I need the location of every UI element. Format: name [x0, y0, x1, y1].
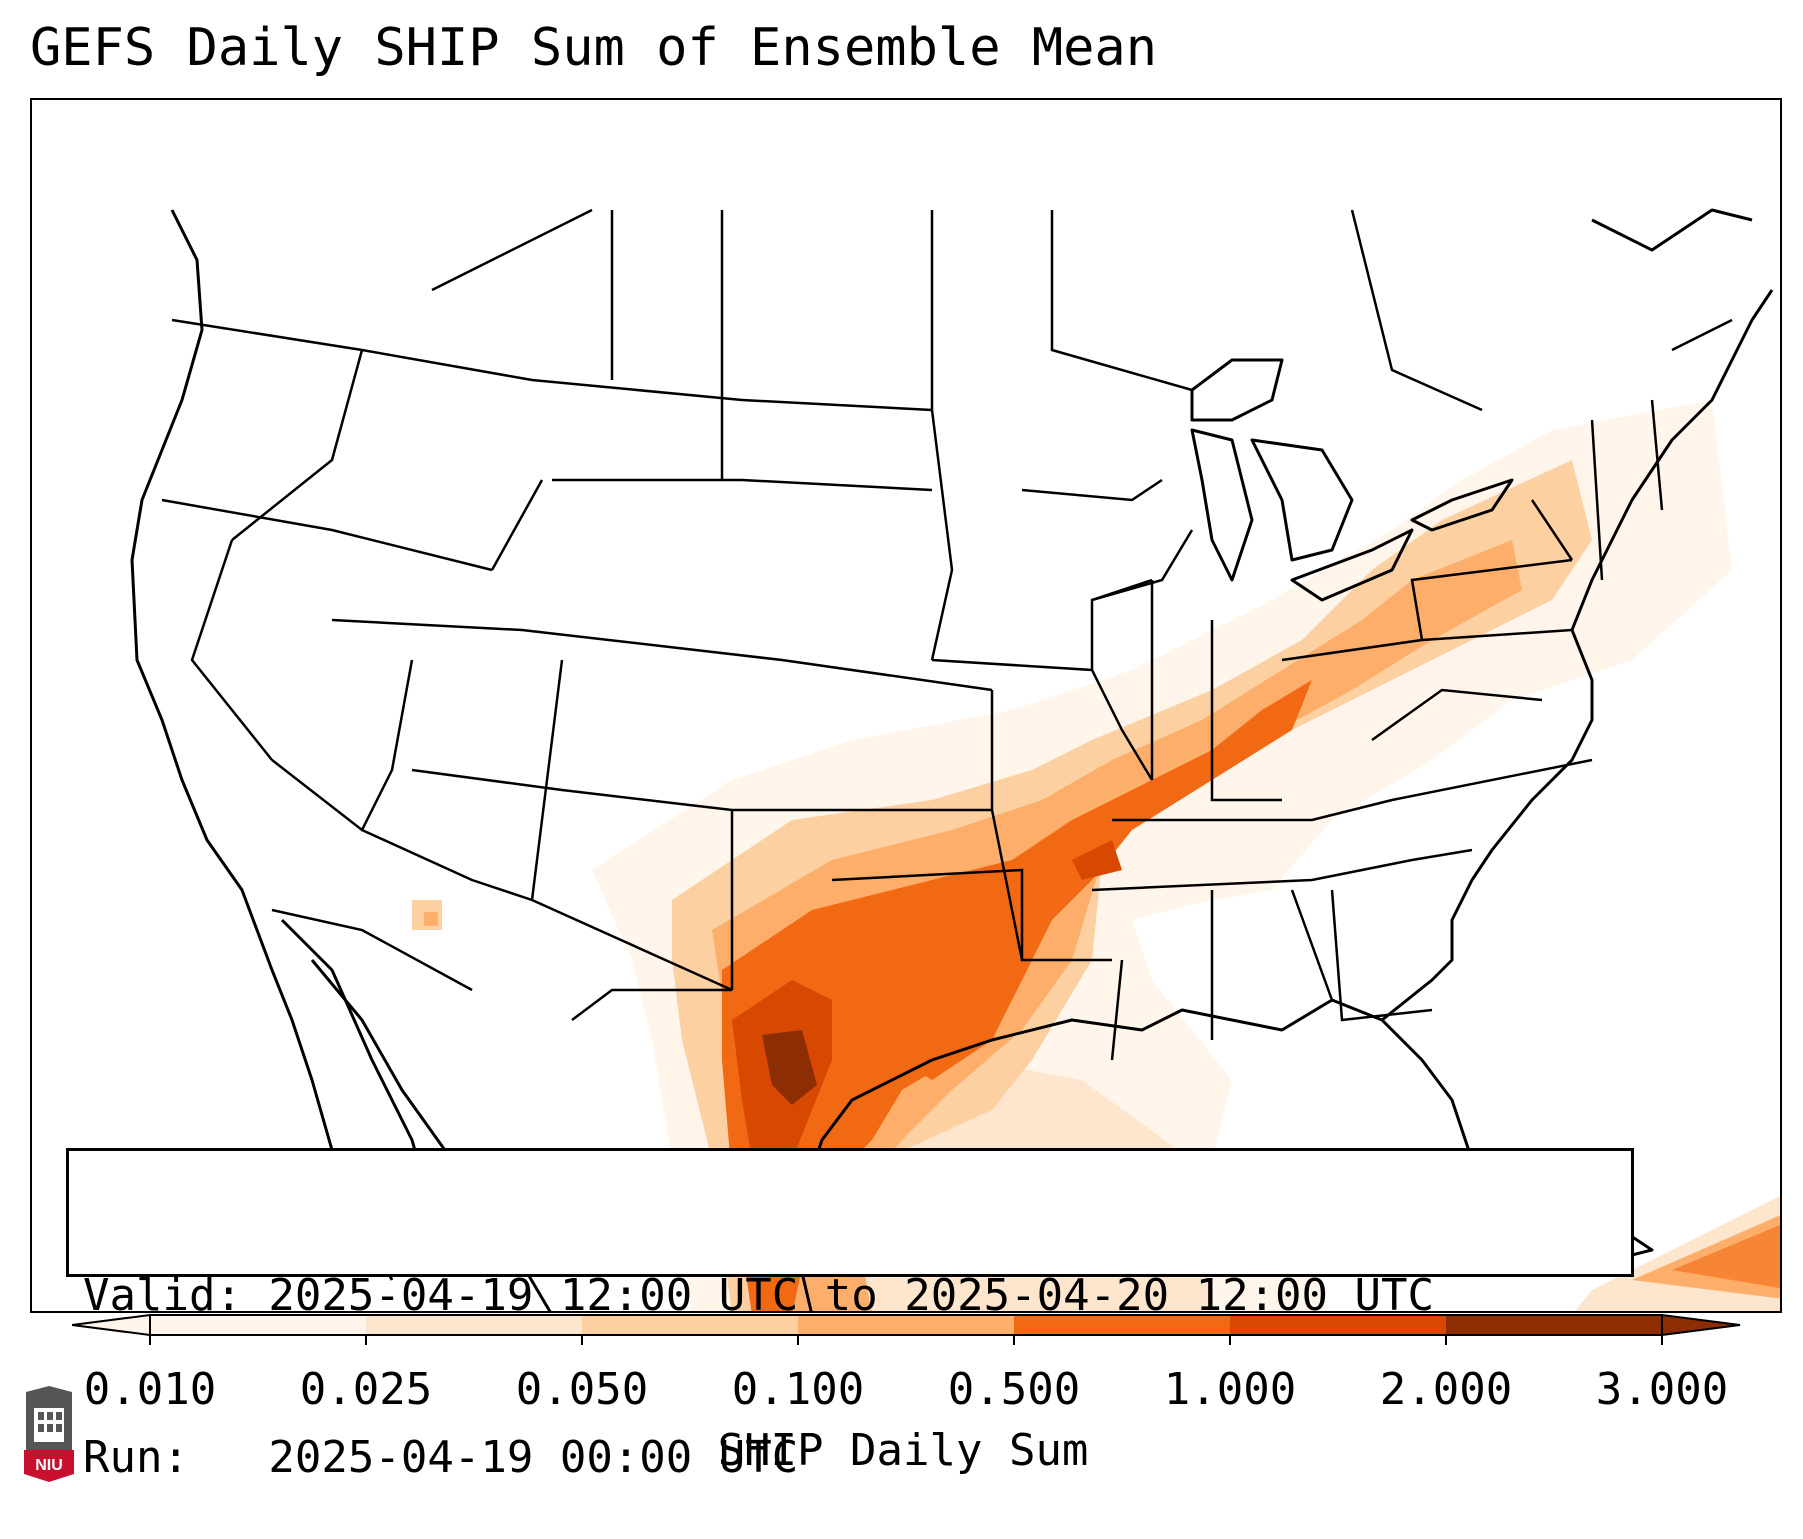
colorbar-segment: [150, 1315, 367, 1335]
colorbar-segment: [366, 1315, 583, 1335]
run-time-line: Run: 2025-04-19 00:00 UTC: [83, 1432, 799, 1483]
colorbar-segment: [582, 1315, 799, 1335]
colorbar-segment: [798, 1315, 1015, 1335]
map-title: GEFS Daily SHIP Sum of Ensemble Mean: [30, 18, 1158, 78]
colorbar-extend-min: [72, 1313, 151, 1337]
map-svg: [130, 208, 1780, 1311]
state-borders: [161, 208, 1733, 1061]
colorbar-tick-label: 3.000: [1595, 1364, 1729, 1415]
colorbar-outline: [149, 1314, 1663, 1336]
colorbar-segment: [1014, 1315, 1231, 1335]
colorbar-tick-label: 0.010: [83, 1364, 217, 1415]
colorbar-tick-label: 0.500: [947, 1364, 1081, 1415]
colorbar-tick-label: 0.100: [731, 1364, 865, 1415]
colorbar-segment: [1230, 1315, 1447, 1335]
colorbar-tick-label: 0.025: [299, 1364, 433, 1415]
colorbar-tick-label: 1.000: [1163, 1364, 1297, 1415]
colorbar-tick-label: 0.050: [515, 1364, 649, 1415]
valid-run-info-box: Valid: 2025-04-19 12:00 UTC to 2025-04-2…: [66, 1148, 1634, 1483]
colorbar: [72, 1313, 1741, 1345]
niu-logo: NIU: [24, 1386, 74, 1482]
colorbar-extend-max: [1661, 1313, 1741, 1337]
colorbar-label: SHIP Daily Sum: [717, 1425, 1089, 1476]
valid-time-line: Valid: 2025-04-19 12:00 UTC to 2025-04-2…: [83, 1270, 1435, 1321]
map-panel: [30, 98, 1782, 1313]
colorbar-tick-label: 2.000: [1379, 1364, 1513, 1415]
svg-text:NIU: NIU: [35, 1457, 63, 1474]
colorbar-segment: [1446, 1315, 1663, 1335]
